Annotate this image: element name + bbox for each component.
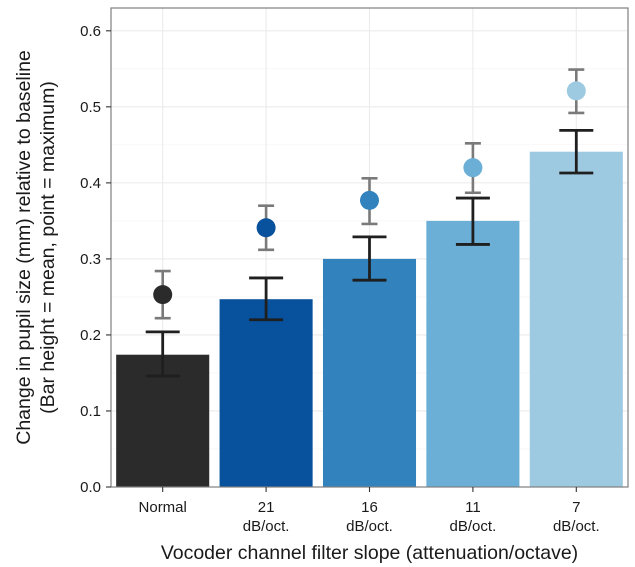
x-tick-label: 21 <box>258 499 275 516</box>
max-point-1 <box>153 285 173 305</box>
mean-error-bar-3 <box>352 235 387 282</box>
bar-5 <box>529 151 623 487</box>
maximum-points <box>153 81 586 305</box>
y-tick-label: 0.4 <box>80 175 101 192</box>
max-point-5 <box>566 81 586 101</box>
y-axis-title-line2: (Bar height = mean, point = maximum) <box>37 81 59 414</box>
y-tick-label: 0.1 <box>80 403 101 420</box>
mean-error-bar-1 <box>145 330 180 378</box>
bar-3 <box>322 258 417 487</box>
bars <box>116 151 623 487</box>
x-tick-label-unit: dB/oct. <box>450 518 497 535</box>
y-tick-label: 0.0 <box>80 479 101 496</box>
bar-4 <box>426 220 520 487</box>
x-axis-title: Vocoder channel filter slope (attenuatio… <box>161 542 578 564</box>
y-axis-title-line1: Change in pupil size (mm) relative to ba… <box>13 50 35 445</box>
mean-error-bar-5 <box>559 129 594 175</box>
y-axis: 0.0 0.1 0.2 0.3 0.4 0.5 0.6 <box>80 23 111 496</box>
max-point-3 <box>360 190 379 210</box>
y-tick-label: 0.5 <box>80 99 101 116</box>
y-tick-label: 0.3 <box>80 251 101 268</box>
y-tick-label: 0.6 <box>80 23 101 40</box>
mean-error-bar-2 <box>249 276 284 322</box>
x-axis: Normal 21 dB/oct. 16 dB/oct. 11 dB/oct. 7 dB/oct… <box>139 487 600 535</box>
x-tick-label: 11 <box>465 499 481 516</box>
mean-error-bar-4 <box>455 196 490 246</box>
x-tick-label: 16 <box>361 499 378 516</box>
x-tick-label: Normal <box>139 499 187 516</box>
bar-2 <box>219 299 313 487</box>
x-tick-label: 7 <box>572 499 580 516</box>
x-tick-label-unit: dB/oct. <box>243 518 290 535</box>
plot-panel <box>110 7 629 488</box>
max-point-4 <box>463 158 483 178</box>
x-tick-label-unit: dB/oct. <box>346 518 393 535</box>
x-tick-label-unit: dB/oct. <box>553 518 600 535</box>
max-point-2 <box>256 218 276 238</box>
y-tick-label: 0.2 <box>80 327 101 344</box>
